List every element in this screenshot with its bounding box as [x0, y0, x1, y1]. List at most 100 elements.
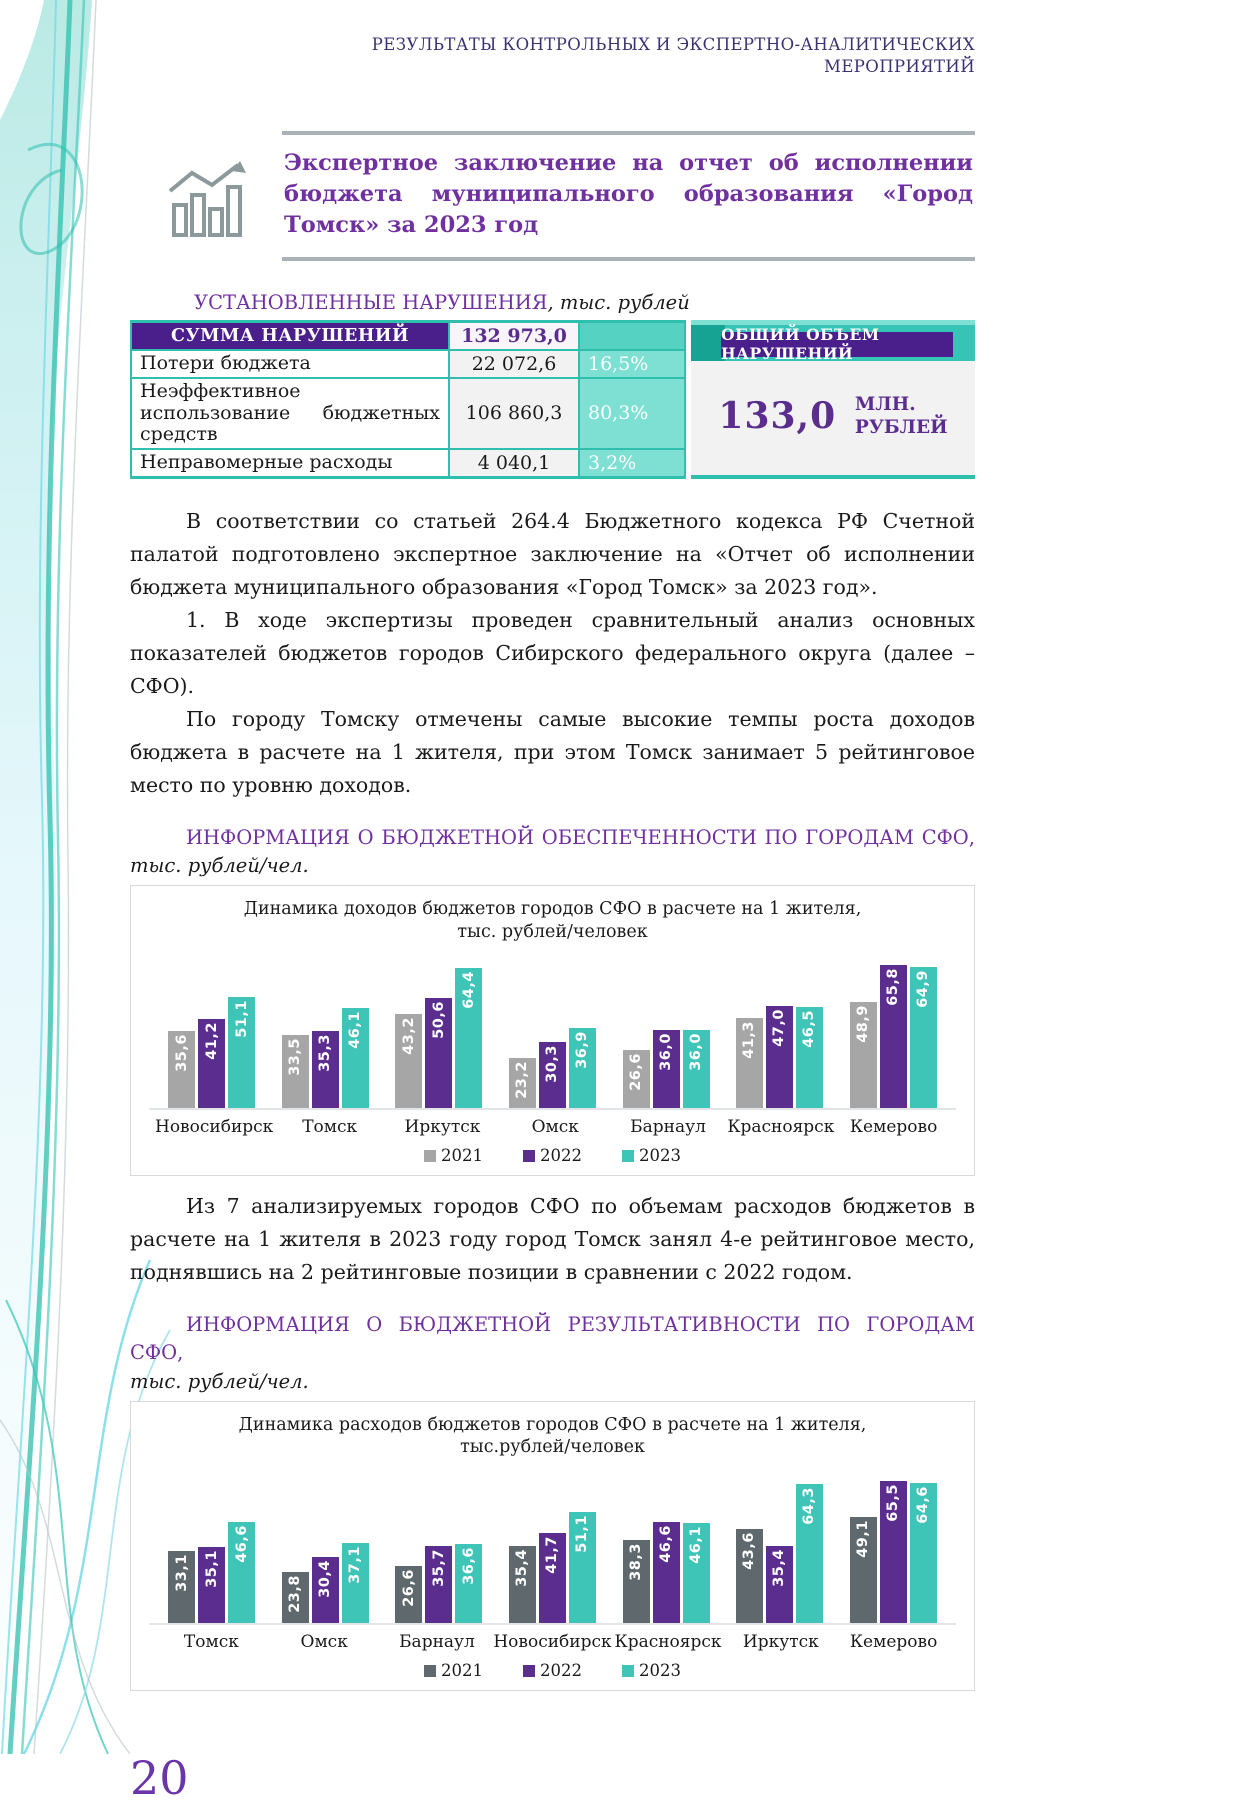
bar-value-label: 35,4	[514, 1549, 531, 1588]
category-label: Новосибирск	[155, 1117, 274, 1138]
bar-2022: 30,3	[539, 1042, 567, 1109]
bar-value-label: 35,7	[430, 1548, 447, 1587]
bar-value-label: 35,3	[317, 1034, 334, 1073]
legend-swatch-icon	[424, 1664, 436, 1677]
bar-group: 43,6 35,4 64,3	[723, 1483, 837, 1624]
row-value: 22 072,6	[448, 348, 580, 379]
bar-plot: 33,1 35,1 46,6 23,8 30,4 37,1 26,6 35,7 36,6 35,4…	[149, 1467, 956, 1626]
bar-2021: 43,2	[395, 1014, 423, 1109]
bar-2022: 35,7	[425, 1545, 453, 1624]
legend-item-2022: 2022	[523, 1661, 582, 1680]
bar-group: 23,8 30,4 37,1	[269, 1542, 383, 1624]
bar-2022: 41,7	[539, 1532, 567, 1624]
legend-item-2023: 2023	[622, 1146, 681, 1165]
bar-2022: 65,5	[879, 1481, 907, 1624]
legend-label: 2022	[540, 1661, 582, 1681]
bar-2021: 23,2	[509, 1057, 537, 1109]
row-percent: 3,2%	[578, 448, 686, 479]
bar-value-label: 38,3	[627, 1543, 644, 1581]
bar-value-label: 43,6	[741, 1531, 758, 1570]
running-header: РЕЗУЛЬТАТЫ КОНТРОЛЬНЫХ И ЭКСПЕРТНО-АНАЛИ…	[130, 0, 975, 79]
chart-title: Динамика доходов бюджетов городов СФО в …	[243, 899, 862, 920]
bar-2022: 50,6	[425, 998, 453, 1109]
bar-value-label: 65,5	[885, 1484, 901, 1522]
bar-2022: 35,4	[766, 1546, 794, 1624]
category-label: Новосибирск	[493, 1632, 612, 1653]
bar-2022: 35,3	[311, 1031, 339, 1109]
bar-value-label: 64,4	[460, 971, 477, 1010]
bar-value-label: 41,2	[203, 1021, 220, 1060]
body-text-2: Из 7 анализируемых городов СФО по объема…	[130, 1190, 975, 1289]
bar-group: 41,3 47,0 46,5	[723, 1006, 837, 1109]
bar-2023: 64,4	[455, 968, 483, 1109]
legend-swatch-icon	[622, 1664, 634, 1677]
bar-value-label: 37,1	[347, 1545, 364, 1584]
bar-value-label: 49,1	[855, 1519, 871, 1558]
violations-caption-unit: , тыс. рублей	[547, 290, 690, 314]
bar-2023: 64,9	[909, 967, 937, 1109]
bar-2022: 41,2	[198, 1018, 226, 1109]
legend-item-2023: 2023	[622, 1661, 681, 1680]
header-total-cell: 132 973,0	[448, 320, 580, 351]
row-label: Потери бюджета	[130, 348, 450, 379]
legend-swatch-icon	[424, 1149, 436, 1162]
row-value: 106 860,3	[448, 376, 580, 451]
category-label: Томск	[302, 1117, 358, 1138]
category-label: Красноярск	[727, 1117, 835, 1138]
violations-caption-main: УСТАНОВЛЕННЫЕ НАРУШЕНИЯ	[194, 290, 548, 314]
category-label: Барнаул	[399, 1632, 475, 1653]
body-text: В соответствии со статьей 264.4 Бюджетно…	[130, 505, 975, 802]
chart-incomes: Динамика доходов бюджетов городов СФО в …	[130, 885, 975, 1177]
bar-group: 38,3 46,6 46,1	[609, 1522, 723, 1624]
section1-heading: ИНФОРМАЦИЯ О БЮДЖЕТНОЙ ОБЕСПЕЧЕННОСТИ ПО…	[130, 824, 975, 877]
bar-2023: 37,1	[341, 1542, 369, 1624]
table-row: Неправомерные расходы 4 040,1 3,2%	[130, 448, 686, 479]
total-value: 133,0	[718, 394, 837, 437]
bar-value-label: 26,6	[400, 1568, 417, 1607]
bar-value-label: 64,3	[801, 1486, 818, 1525]
bar-2022: 46,6	[652, 1522, 680, 1624]
page-title-rule: Экспертное заключение на отчет об исполн…	[282, 130, 975, 261]
bar-2021: 48,9	[849, 1001, 877, 1109]
section2-heading: ИНФОРМАЦИЯ О БЮДЖЕТНОЙ РЕЗУЛЬТАТИВНОСТИ …	[130, 1311, 975, 1393]
bar-group: 35,4 41,7 51,1	[496, 1512, 610, 1624]
category-label: Иркутск	[742, 1632, 819, 1653]
legend-swatch-icon	[622, 1149, 634, 1162]
chart-expenses: Динамика расходов бюджетов городов СФО в…	[130, 1400, 975, 1692]
category-label: Кемерово	[849, 1117, 938, 1138]
bar-2023: 36,6	[455, 1543, 483, 1624]
bar-2021: 26,6	[622, 1050, 650, 1109]
bar-group: 33,5 35,3 46,1	[269, 1008, 383, 1109]
header-percent-cell	[578, 320, 686, 351]
category-label: Омск	[300, 1632, 348, 1653]
bar-2023: 46,6	[228, 1522, 256, 1624]
bar-value-label: 46,1	[687, 1526, 704, 1564]
total-unit-line2: РУБЛЕЙ	[854, 416, 948, 438]
bar-2021: 43,6	[736, 1528, 764, 1624]
bar-group: 26,6 35,7 36,6	[382, 1543, 496, 1624]
legend-item-2022: 2022	[523, 1146, 582, 1165]
bar-value-label: 48,9	[855, 1004, 871, 1043]
bar-2022: 36,0	[652, 1029, 680, 1109]
legend-label: 2023	[639, 1146, 681, 1166]
category-axis: Томск Омск Барнаул Новосибирск Красноярск Ирк…	[149, 1632, 956, 1652]
bar-2023: 64,6	[909, 1482, 937, 1624]
bar-group: 23,2 30,3 36,9	[496, 1027, 610, 1109]
bar-2021: 35,6	[168, 1030, 196, 1109]
row-percent: 16,5%	[578, 348, 686, 379]
total-box-title: ОБЩИЙ ОБЪЕМ НАРУШЕНИЙ	[721, 325, 953, 363]
bar-2022: 30,4	[311, 1557, 339, 1624]
bar-2023: 46,1	[341, 1008, 369, 1109]
table-row: Потери бюджета 22 072,6 16,5%	[130, 348, 686, 379]
bar-value-label: 23,2	[514, 1060, 531, 1099]
left-ribbon-decoration	[0, 0, 171, 1754]
bar-group: 35,6 41,2 51,1	[155, 997, 269, 1109]
row-label: Неэффективное использование бюджетных ср…	[130, 376, 450, 451]
table-header-row: СУММА НАРУШЕНИЙ 132 973,0	[130, 320, 686, 351]
bar-value-label: 33,5	[287, 1038, 304, 1077]
category-axis: Новосибирск Томск Иркутск Омск Барнаул Красно…	[149, 1117, 956, 1137]
bar-value-label: 36,6	[460, 1546, 477, 1585]
bar-2022: 65,8	[879, 965, 907, 1109]
page-number: 20	[130, 1751, 189, 1805]
section1-heading-unit: тыс. рублей/чел.	[130, 854, 309, 878]
